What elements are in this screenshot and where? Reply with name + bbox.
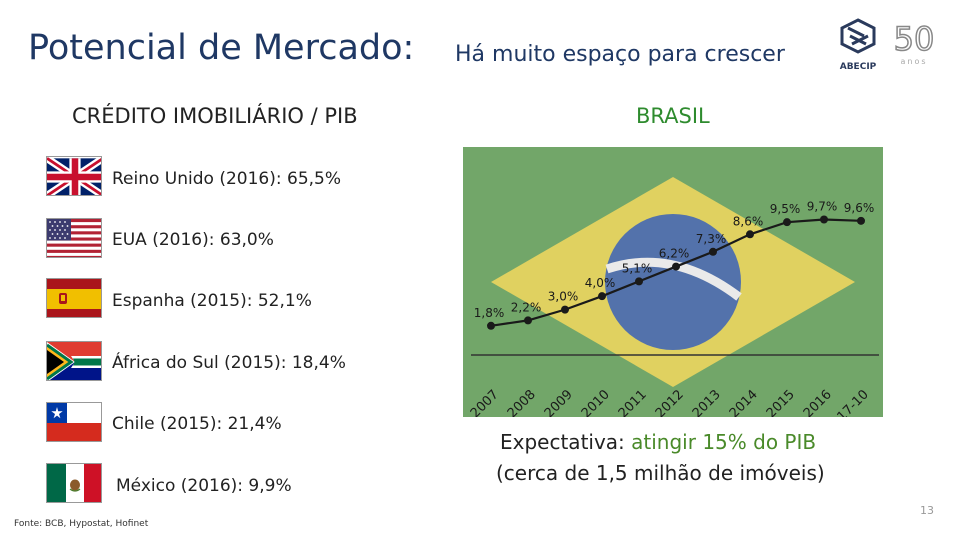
country-label-usa: EUA (2016): 63,0% bbox=[112, 230, 274, 250]
logo-brand-text: ABECIP bbox=[840, 62, 877, 72]
page-title: Potencial de Mercado: bbox=[28, 28, 415, 68]
source-note: Fonte: BCB, Hypostat, Hofinet bbox=[14, 519, 149, 529]
country-label-chile: Chile (2015): 21,4% bbox=[112, 414, 282, 434]
south-africa-flag-icon bbox=[46, 341, 102, 381]
country-label-spain: Espanha (2015): 52,1% bbox=[112, 291, 312, 311]
spain-flag-icon bbox=[46, 278, 102, 318]
data-label: 3,0% bbox=[548, 290, 579, 304]
data-point bbox=[857, 216, 865, 225]
expectation-line-1: Expectativa: atingir 15% do PIB bbox=[500, 430, 816, 454]
data-point bbox=[598, 292, 606, 301]
data-label: 5,1% bbox=[622, 261, 653, 275]
data-label: 9,7% bbox=[807, 199, 838, 213]
chart-label-backdrop bbox=[463, 147, 883, 417]
data-label: 9,5% bbox=[770, 202, 801, 216]
data-point bbox=[672, 262, 680, 271]
data-label: 2,2% bbox=[511, 300, 542, 314]
data-label: 9,6% bbox=[844, 201, 875, 215]
data-label: 1,8% bbox=[474, 306, 505, 320]
country-label-mexico: México (2016): 9,9% bbox=[116, 476, 292, 496]
data-point bbox=[561, 305, 569, 314]
brasil-heading: BRASIL bbox=[636, 104, 710, 128]
expectation-highlight: atingir 15% do PIB bbox=[631, 430, 817, 454]
chile-flag-icon bbox=[46, 402, 102, 442]
data-point bbox=[524, 316, 532, 325]
expectation-line-2: (cerca de 1,5 milhão de imóveis) bbox=[496, 461, 825, 485]
data-label: 7,3% bbox=[696, 232, 727, 246]
abecip-logo: ABECIP 50 anos bbox=[840, 18, 935, 72]
page-number: 13 bbox=[920, 504, 934, 517]
data-point bbox=[709, 247, 717, 256]
usa-flag-icon bbox=[46, 218, 102, 258]
data-point bbox=[487, 321, 495, 330]
data-point bbox=[820, 215, 828, 224]
credit-heading: CRÉDITO IMOBILIÁRIO / PIB bbox=[72, 104, 358, 128]
data-point bbox=[635, 277, 643, 286]
page-subtitle: Há muito espaço para crescer bbox=[455, 42, 785, 67]
country-label-south-africa: África do Sul (2015): 18,4% bbox=[112, 353, 346, 373]
logo-50-text: 50 bbox=[894, 20, 935, 58]
data-label: 8,6% bbox=[733, 214, 764, 228]
country-label-uk: Reino Unido (2016): 65,5% bbox=[112, 169, 342, 189]
brasil-credit-chart: 1,8% 2,2% 3,0% 4,0% 5,1% 6,2% 7,3% 8,6% 9,5% 9,7%… bbox=[463, 147, 883, 417]
data-label: 6,2% bbox=[659, 247, 690, 261]
logo-anos-text: anos bbox=[900, 57, 927, 66]
uk-flag-icon bbox=[46, 156, 102, 196]
data-label: 4,0% bbox=[585, 276, 616, 290]
data-point bbox=[746, 230, 754, 239]
mexico-flag-icon bbox=[46, 463, 102, 503]
flag-background-globe bbox=[605, 214, 741, 350]
expectation-prefix: Expectativa: bbox=[500, 430, 632, 454]
data-point bbox=[783, 218, 791, 227]
